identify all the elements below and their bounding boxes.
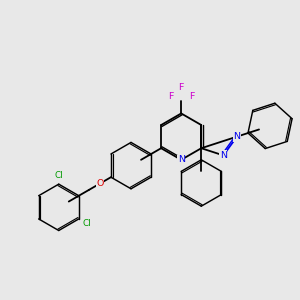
Text: N: N [220, 151, 227, 160]
Text: O: O [96, 179, 103, 188]
Text: N: N [233, 132, 241, 141]
Text: Cl: Cl [82, 219, 91, 228]
Text: Cl: Cl [54, 171, 63, 180]
Text: F: F [168, 92, 174, 101]
Text: F: F [189, 92, 194, 101]
Text: F: F [178, 83, 184, 92]
Text: N: N [178, 155, 185, 164]
